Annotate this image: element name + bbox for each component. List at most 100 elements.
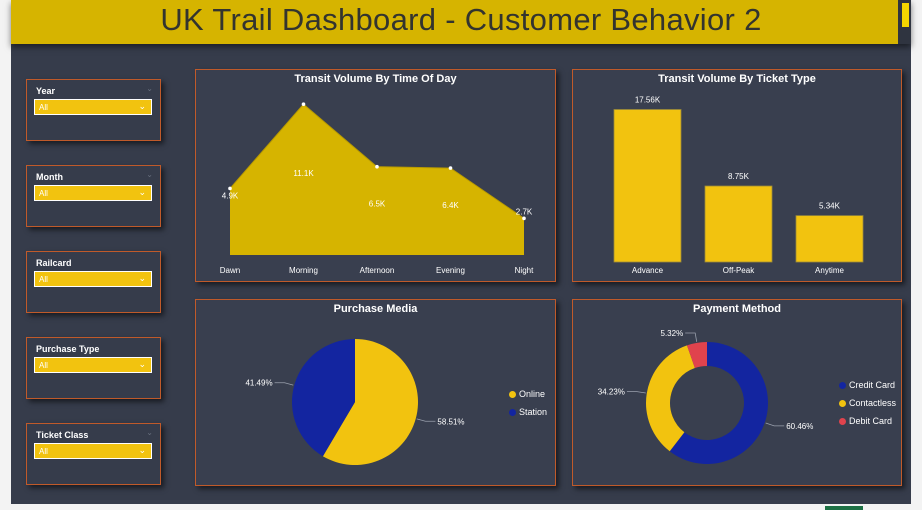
leader-line: [626, 391, 646, 394]
legend-dot-icon: [839, 399, 846, 407]
slicer-label: Purchase Type: [36, 344, 100, 354]
data-point: [522, 216, 526, 221]
chart-title: Transit Volume By Time Of Day: [294, 73, 457, 85]
month-dropdown[interactable]: All ⌄: [34, 185, 152, 201]
data-point: [375, 164, 379, 169]
dropdown-value: All: [39, 103, 48, 112]
leader-line: [274, 382, 294, 386]
chart-title: Payment Method: [692, 303, 781, 315]
collapse-chevron-icon[interactable]: ⌄: [146, 170, 153, 179]
ticket-class-dropdown[interactable]: All ⌄: [34, 443, 152, 459]
slicer-label: Ticket Class: [36, 430, 89, 440]
x-tick-label: Advance: [632, 266, 664, 275]
legend-label: Debit Card: [849, 416, 893, 426]
x-tick-label: Dawn: [220, 266, 240, 275]
x-tick-label: Off-Peak: [723, 266, 755, 275]
slicer-label: Month: [36, 172, 63, 182]
page-title: UK Trail Dashboard - Customer Behavior 2: [160, 2, 762, 37]
title-bar: UK Trail Dashboard - Customer Behavior 2: [11, 0, 911, 44]
chevron-down-icon[interactable]: ⌄: [138, 359, 146, 369]
time-of-day-chart-panel[interactable]: Transit Volume By Time Of Day Dawn Mornin…: [195, 69, 556, 282]
bar: [795, 215, 864, 263]
data-point: [301, 102, 306, 107]
leader-line: [765, 422, 785, 427]
data-label: 17.56K: [635, 96, 661, 105]
chevron-down-icon[interactable]: ⌄: [138, 445, 146, 455]
slicer-label: Year: [36, 86, 56, 96]
slice: [322, 339, 418, 465]
area-fill: [230, 104, 524, 255]
slice: [646, 345, 695, 452]
dropdown-value: All: [39, 275, 48, 284]
slicer-ticket-class: Ticket Class ⌄ All ⌄: [26, 423, 161, 485]
purchase-type-dropdown[interactable]: All ⌄: [34, 357, 152, 373]
leader-line: [416, 418, 436, 422]
data-label: 11.1K: [293, 169, 314, 178]
data-label: 58.51%: [437, 417, 464, 426]
legend-item-credit-card[interactable]: Credit Card: [839, 376, 896, 394]
x-tick-label: Evening: [436, 266, 465, 275]
chevron-down-icon[interactable]: ⌄: [138, 273, 146, 283]
chart-title: Purchase Media: [333, 303, 418, 315]
dropdown-value: All: [39, 189, 48, 198]
data-label: 41.49%: [245, 379, 272, 388]
payment-method-legend: Credit Card Contactless Debit Card: [839, 376, 896, 430]
legend-dot-icon: [509, 390, 516, 398]
data-label: 4.9K: [222, 191, 239, 200]
leader-line: [685, 332, 698, 342]
legend-label: Contactless: [849, 398, 897, 408]
x-tick-label: Afternoon: [360, 266, 395, 275]
dashboard-canvas: UK Trail Dashboard - Customer Behavior 2…: [11, 0, 911, 510]
payment-method-chart-panel[interactable]: Payment Method 60.46% 34.23% 5.32% Credit …: [572, 299, 902, 486]
time-of-day-area-chart[interactable]: Dawn Morning Afternoon Evening Night 4.9K 11.1…: [196, 70, 557, 283]
data-label: 6.5K: [369, 200, 386, 209]
data-label: 60.46%: [786, 422, 813, 431]
slicer-label: Railcard: [36, 258, 72, 268]
collapse-chevron-icon[interactable]: ⌄: [146, 84, 153, 93]
ticket-type-bar-chart[interactable]: 17.56K Advance 8.75K Off-Peak 5.34K Anytime: [573, 70, 903, 283]
slicer-month: Month ⌄ All ⌄: [26, 165, 161, 227]
active-page-tab[interactable]: [825, 506, 863, 510]
dropdown-value: All: [39, 447, 48, 456]
chart-title: Transit Volume By Ticket Type: [658, 73, 816, 85]
legend-dot-icon: [509, 408, 516, 416]
slicer-year: Year ⌄ All ⌄: [26, 79, 161, 141]
x-tick-label: Anytime: [815, 266, 844, 275]
dropdown-value: All: [39, 361, 48, 370]
data-label: 5.32%: [661, 329, 684, 338]
slice: [686, 342, 707, 369]
legend-label: Station: [519, 407, 548, 417]
slice: [292, 339, 355, 457]
ticket-type-chart-panel[interactable]: Transit Volume By Ticket Type 17.56K Adva…: [572, 69, 902, 282]
collapse-chevron-icon[interactable]: ⌄: [146, 428, 153, 437]
purchase-media-pie-chart[interactable]: 58.51% 41.49%: [196, 300, 557, 487]
legend-dot-icon: [839, 417, 846, 425]
slice: [669, 342, 768, 464]
chevron-down-icon[interactable]: ⌄: [138, 187, 146, 197]
data-label: 34.23%: [598, 388, 625, 397]
slicer-purchase-type: Purchase Type All ⌄: [26, 337, 161, 399]
legend-label: Online: [519, 389, 546, 399]
data-point: [228, 186, 232, 191]
legend-dot-icon: [839, 381, 846, 389]
page-tab-strip: [0, 504, 922, 510]
data-label: 5.34K: [819, 202, 841, 211]
legend-item-contactless[interactable]: Contactless: [839, 394, 896, 412]
x-tick-label: Night: [515, 266, 534, 275]
year-dropdown[interactable]: All ⌄: [34, 99, 152, 115]
bar: [704, 185, 773, 263]
data-label: 2.7K: [516, 207, 533, 216]
purchase-media-legend: Online Station: [509, 385, 547, 421]
x-tick-label: Morning: [289, 266, 318, 275]
data-label: 6.4K: [442, 201, 459, 210]
payment-method-donut-chart[interactable]: 60.46% 34.23% 5.32%: [573, 300, 903, 487]
legend-item-station[interactable]: Station: [509, 403, 547, 421]
chevron-down-icon[interactable]: ⌄: [138, 101, 146, 111]
legend-label: Credit Card: [849, 380, 896, 390]
railcard-dropdown[interactable]: All ⌄: [34, 271, 152, 287]
purchase-media-chart-panel[interactable]: Purchase Media 58.51% 41.49% Online Stati…: [195, 299, 556, 486]
title-scroll-handle[interactable]: [902, 3, 909, 27]
data-label: 8.75K: [728, 172, 750, 181]
legend-item-online[interactable]: Online: [509, 385, 547, 403]
legend-item-debit-card[interactable]: Debit Card: [839, 412, 896, 430]
